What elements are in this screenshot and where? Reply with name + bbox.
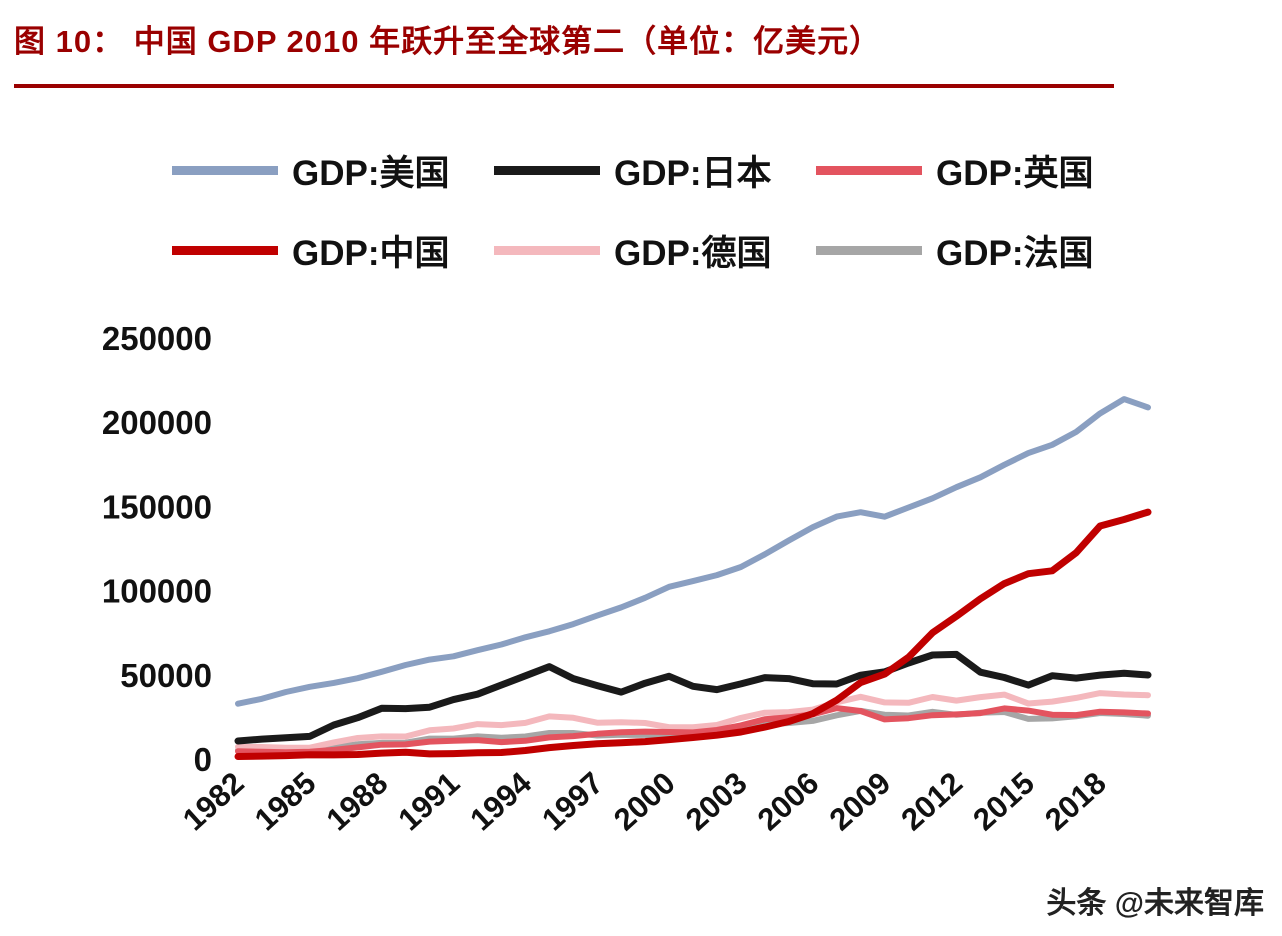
- x-axis-tick-label: 1997: [535, 765, 610, 837]
- legend-label: GDP:美国: [292, 153, 450, 193]
- x-axis-tick-label: 2018: [1038, 765, 1113, 837]
- legend-item-4: GDP:中国: [172, 226, 494, 274]
- legend-swatch-icon: [172, 245, 278, 255]
- series-line-GDP:美国: [235, 396, 1151, 707]
- y-axis-tick-label: 250000: [102, 320, 212, 357]
- x-axis-tick-label: 1988: [320, 765, 395, 837]
- legend-label: GDP:德国: [614, 233, 772, 273]
- x-axis-tick-label: 1982: [176, 765, 251, 837]
- legend-label: GDP:法国: [936, 233, 1094, 273]
- legend-swatch-icon: [494, 165, 600, 175]
- x-axis-tick-label: 2015: [966, 765, 1041, 837]
- chart-legend: GDP:美国 GDP:日本 GDP:英国 GDP:中国 GDP:德国 GDP:法国: [172, 146, 1138, 274]
- series-line-GDP:日本: [234, 650, 1152, 745]
- y-axis-tick-label: 50000: [120, 657, 212, 694]
- x-axis-tick-label: 2000: [607, 765, 682, 837]
- legend-item-2: GDP:日本: [494, 146, 816, 194]
- y-axis-tick-label: 0: [194, 741, 212, 778]
- legend-item-6: GDP:法国: [816, 226, 1138, 274]
- x-axis-tick-label: 2012: [894, 765, 969, 837]
- x-axis-tick-label: 2003: [679, 765, 754, 837]
- x-axis-tick-label: 1991: [392, 765, 467, 837]
- y-axis-tick-label: 200000: [102, 404, 212, 441]
- legend-swatch-icon: [816, 245, 922, 255]
- series-line-GDP:英国: [235, 705, 1151, 756]
- title-underline: [14, 84, 1114, 88]
- x-axis-tick-label: 2009: [823, 765, 898, 837]
- legend-label: GDP:中国: [292, 233, 450, 273]
- legend-label: GDP:日本: [614, 153, 772, 193]
- y-axis-tick-label: 150000: [102, 488, 212, 525]
- legend-swatch-icon: [494, 245, 600, 255]
- x-axis-tick-label: 1985: [248, 765, 323, 837]
- legend-item-3: GDP:英国: [816, 146, 1138, 194]
- legend-swatch-icon: [816, 165, 922, 175]
- series-line-GDP:德国: [235, 690, 1151, 751]
- watermark: 头条 @未来智库: [1046, 887, 1264, 920]
- figure-title: 图 10： 中国 GDP 2010 年跃升至全球第二（单位：亿美元）: [14, 24, 882, 59]
- legend-item-5: GDP:德国: [494, 226, 816, 274]
- legend-item-1: GDP:美国: [172, 146, 494, 194]
- x-axis-tick-label: 2006: [751, 765, 826, 837]
- legend-swatch-icon: [172, 165, 278, 175]
- y-axis-tick-label: 100000: [102, 573, 212, 610]
- legend-label: GDP:英国: [936, 153, 1094, 193]
- series-line-GDP:中国: [234, 508, 1152, 760]
- x-axis-tick-label: 1994: [463, 765, 538, 838]
